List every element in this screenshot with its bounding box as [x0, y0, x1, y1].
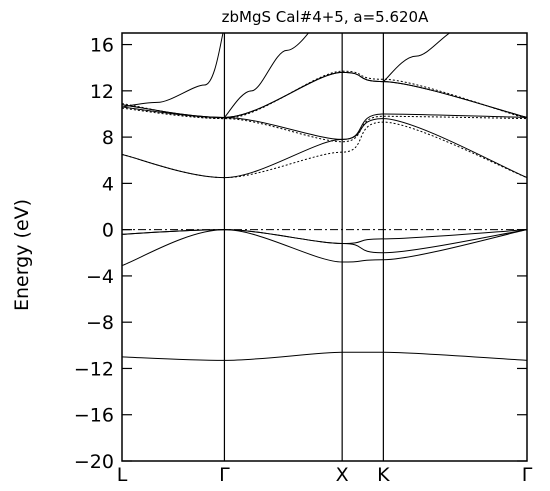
- k-point-lines: [223, 33, 384, 461]
- y-tick-label: −4: [86, 266, 114, 288]
- y-tick-label: 0: [102, 220, 114, 242]
- band-curve-dotted: [122, 121, 527, 179]
- band-curve: [122, 71, 527, 118]
- band-curve: [122, 351, 527, 361]
- y-tick-label: 4: [102, 173, 114, 195]
- k-point-label: L: [117, 464, 128, 486]
- band-curve: [383, 33, 451, 82]
- plot-frame: [121, 32, 528, 462]
- y-tick-label: −20: [74, 451, 114, 473]
- band-curve: [122, 106, 527, 140]
- band-curve-dotted: [122, 107, 527, 143]
- y-tick-label: −12: [74, 358, 114, 380]
- k-point-label: K: [377, 464, 390, 486]
- k-point-label: Γ: [219, 464, 230, 486]
- k-point-label: Γ: [522, 464, 533, 486]
- y-tick-label: 16: [90, 35, 114, 57]
- band-curve: [122, 71, 527, 118]
- chart-title: zbMgS Cal#4+5, a=5.620A: [222, 8, 429, 26]
- y-tick-label: −8: [86, 312, 114, 334]
- band-curves: [122, 33, 527, 361]
- y-tick-label: 8: [102, 127, 114, 149]
- band-curve: [122, 229, 527, 254]
- y-axis-ticks: −20 −16 −12 −8 −4 0 4 8 12 16: [74, 35, 527, 473]
- y-axis-label: Energy (eV): [11, 199, 33, 311]
- band-curve: [122, 229, 527, 266]
- band-curve-dotted: [122, 70, 527, 120]
- y-tick-label: 12: [90, 81, 114, 103]
- band-curve: [122, 229, 527, 245]
- k-point-label: X: [336, 464, 349, 486]
- band-curve: [224, 33, 310, 118]
- y-tick-label: −16: [74, 405, 114, 427]
- band-curve: [122, 33, 224, 108]
- band-curve: [122, 118, 527, 179]
